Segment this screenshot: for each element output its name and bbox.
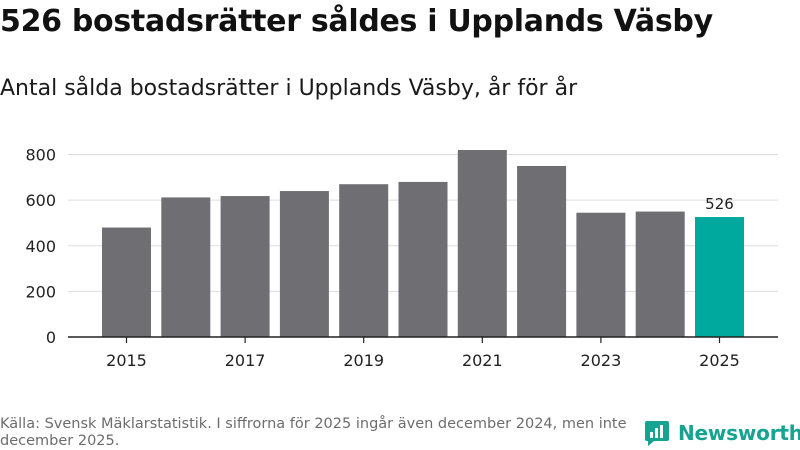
y-tick-label: 400 xyxy=(25,237,56,256)
chart-title: 526 bostadsrätter såldes i Upplands Väsb… xyxy=(0,4,713,39)
y-tick-label: 800 xyxy=(25,146,56,165)
bar-2018 xyxy=(279,191,329,337)
bar-2017 xyxy=(220,196,270,337)
bar-chart: 0 200 400 600 800 526 2015 2017 2019 2021 2023 2025 xyxy=(25,146,778,370)
chart-subtitle: Antal sålda bostadsrätter i Upplands Väs… xyxy=(0,76,578,101)
bar-2025 xyxy=(695,217,744,337)
x-tick-label: 2017 xyxy=(225,351,266,370)
bar-2015 xyxy=(102,227,151,337)
source-note: Källa: Svensk Mäklarstatistik. I siffror… xyxy=(0,416,627,449)
x-tick-label: 2019 xyxy=(343,351,384,370)
x-tick-label: 2023 xyxy=(581,351,622,370)
bar-2016 xyxy=(161,197,211,337)
bar-2019 xyxy=(339,184,389,337)
brand-name: Newsworthy xyxy=(678,421,800,445)
y-tick-label: 0 xyxy=(46,328,56,347)
x-tick-label: 2015 xyxy=(106,351,147,370)
bar-2021 xyxy=(457,150,507,337)
y-tick-label: 600 xyxy=(25,191,56,210)
bar-2023 xyxy=(576,212,626,337)
x-tick-label: 2021 xyxy=(462,351,503,370)
newsworthy-logo-icon xyxy=(645,421,669,446)
bar-2022 xyxy=(517,165,567,337)
x-tick-label: 2025 xyxy=(699,351,740,370)
y-tick-label: 200 xyxy=(25,282,56,301)
data-label-2025: 526 xyxy=(705,195,734,213)
bar-2020 xyxy=(398,181,448,337)
brand-logo[interactable]: Newsworthy xyxy=(644,420,800,446)
bar-2024 xyxy=(635,211,685,337)
